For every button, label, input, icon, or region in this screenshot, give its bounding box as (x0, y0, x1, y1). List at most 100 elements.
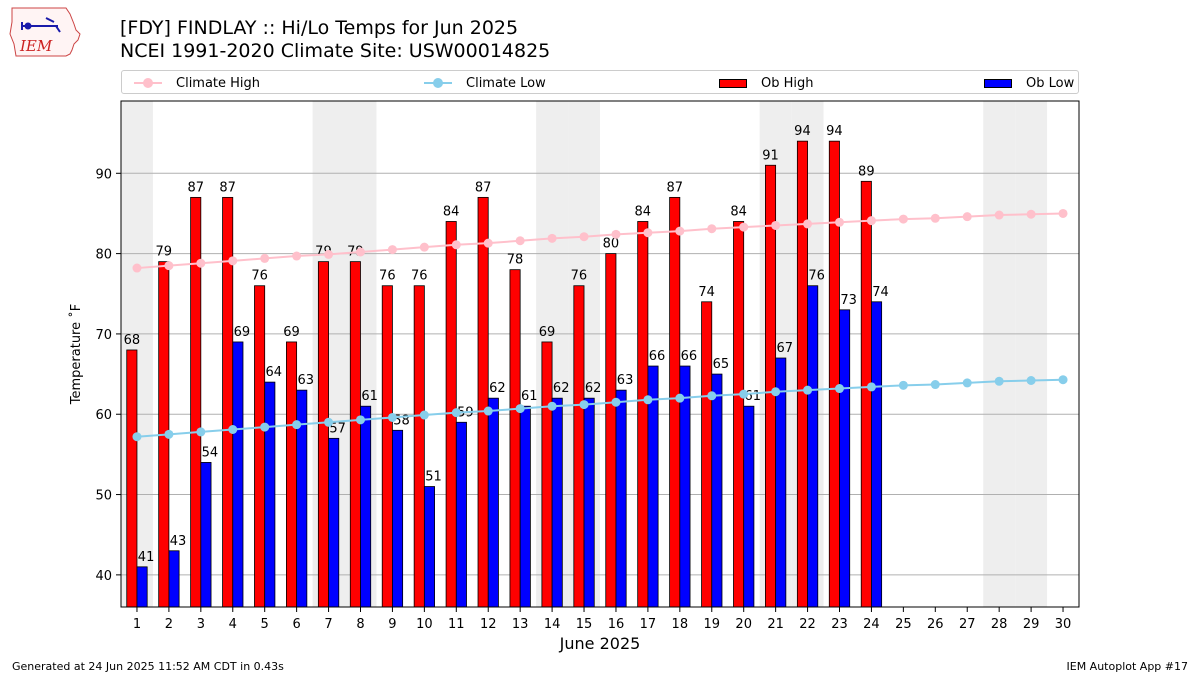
climate-high-point (707, 224, 717, 234)
x-tick-label: 30 (1055, 617, 1072, 632)
ob-low-label: 63 (617, 373, 634, 388)
climate-low-point (835, 384, 844, 394)
x-tick-label: 2 (165, 617, 173, 632)
climate-high-point (515, 236, 525, 246)
chart-subtitle: NCEI 1991-2020 Climate Site: USW00014825 (120, 40, 551, 62)
climate-high-point (994, 210, 1004, 220)
ob-low-label: 57 (329, 421, 346, 436)
ob-high-bar (701, 301, 713, 608)
ob-high-label: 94 (794, 124, 811, 139)
climate-low-point (643, 395, 653, 405)
climate-high-point (611, 229, 621, 239)
ob-high-label: 87 (475, 180, 492, 195)
ob-high-label: 69 (539, 325, 556, 340)
ob-low-bar (136, 566, 148, 608)
ob-high-bar (477, 196, 489, 608)
ob-high-label: 84 (730, 204, 747, 219)
ob-high-label: 87 (666, 180, 683, 195)
climate-high-swatch (134, 78, 162, 88)
weekend-shade (983, 101, 1016, 607)
climate-low-point (1058, 375, 1068, 385)
x-tick-label: 8 (356, 617, 364, 632)
climate-low-point (132, 432, 142, 442)
chart-title: [FDY] FINDLAY :: Hi/Lo Temps for Jun 202… (120, 17, 519, 39)
ob-high-label: 87 (187, 180, 204, 195)
chart-legend: Climate High Climate Low Ob High Ob Low (121, 70, 1079, 94)
climate-high-point (643, 228, 653, 238)
x-tick-label: 28 (991, 617, 1008, 632)
climate-low-point (579, 400, 589, 410)
ob-high-label: 89 (858, 164, 875, 179)
ob-low-bar (487, 397, 499, 608)
climate-high-point (1058, 208, 1068, 218)
ob-high-label: 76 (411, 269, 428, 284)
ob-low-bar (711, 373, 723, 608)
ob-low-label: 63 (297, 373, 314, 388)
climate-high-point (866, 216, 876, 226)
climate-high-point (739, 222, 749, 232)
ob-low-label: 62 (553, 381, 570, 396)
climate-low-point (1026, 376, 1036, 386)
climate-high-point (196, 258, 206, 268)
x-tick-label: 13 (512, 617, 529, 632)
climate-high-point (164, 261, 174, 271)
climate-low-point (994, 376, 1004, 386)
climate-low-point (675, 393, 685, 403)
weekend-shade (1015, 101, 1048, 607)
ob-high-label: 94 (826, 124, 843, 139)
ob-high-bar (605, 253, 617, 608)
iem-logo: IEM (9, 7, 81, 57)
climate-high-point (483, 238, 493, 248)
ob-low-label: 51 (425, 470, 442, 485)
ob-low-bar (519, 405, 531, 608)
ob-high-bar (541, 341, 553, 608)
climate-high-point (1026, 209, 1036, 219)
iowa-state-outline (9, 7, 81, 57)
climate-high-point (292, 251, 302, 261)
y-tick-label: 40 (95, 569, 112, 584)
y-tick-label: 50 (95, 489, 112, 504)
climate-low-point (707, 391, 717, 401)
climate-low-point (387, 412, 397, 422)
x-tick-label: 29 (1023, 617, 1040, 632)
ob-high-label: 84 (443, 204, 460, 219)
climate-low-point (419, 410, 429, 420)
x-tick-label: 6 (292, 617, 300, 632)
ob-low-label: 62 (585, 381, 602, 396)
ob-low-bar (455, 421, 467, 608)
x-tick-label: 25 (895, 617, 912, 632)
x-tick-label: 17 (640, 617, 657, 632)
x-tick-label: 22 (799, 617, 816, 632)
ob-low-bar (264, 381, 276, 608)
y-tick-label: 90 (95, 167, 112, 182)
ob-low-label: 43 (170, 534, 187, 549)
climate-high-line (136, 212, 1064, 270)
x-tick-label: 9 (388, 617, 396, 632)
x-tick-label: 3 (197, 617, 205, 632)
ob-low-bar (360, 405, 372, 608)
climate-low-point (771, 387, 781, 397)
logo-text: IEM (19, 37, 53, 55)
climate-low-point (260, 422, 270, 432)
ob-high-label: 84 (635, 204, 652, 219)
climate-low-point (930, 380, 940, 390)
ob-low-bar (423, 486, 435, 608)
climate-high-point (771, 220, 781, 230)
ob-low-label: 62 (489, 381, 506, 396)
climate-low-point (898, 380, 908, 390)
climate-high-point (260, 253, 270, 263)
ob-low-label: 73 (840, 293, 857, 308)
ob-high-label: 76 (379, 269, 396, 284)
climate-low-point (196, 427, 206, 437)
legend-label: Ob Low (1026, 75, 1075, 91)
app-credit: IEM Autoplot App #17 (1066, 660, 1189, 673)
x-tick-label: 23 (831, 617, 848, 632)
legend-label: Climate Low (466, 75, 546, 91)
x-axis-label: June 2025 (559, 634, 641, 653)
ob-low-label: 41 (138, 550, 155, 565)
x-tick-label: 5 (261, 617, 269, 632)
ob-high-bar (126, 349, 138, 608)
climate-high-point (547, 233, 557, 243)
ob-high-label: 80 (603, 237, 620, 252)
